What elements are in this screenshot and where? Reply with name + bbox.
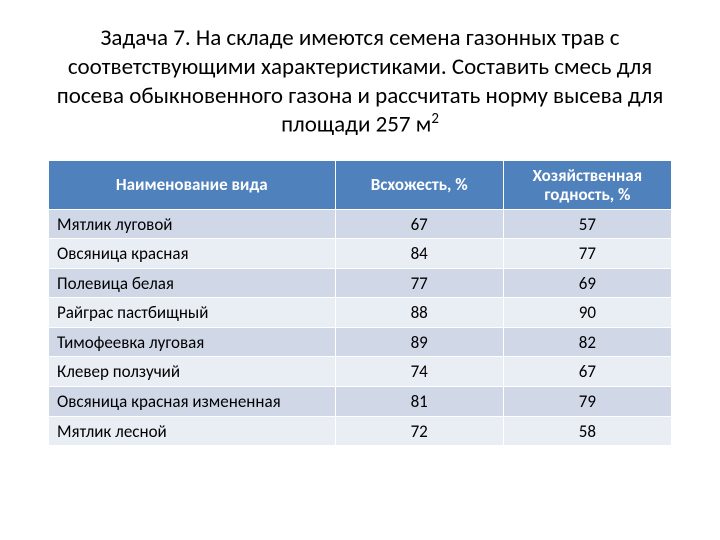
table-row: Овсяница красная 84 77: [49, 239, 672, 269]
table-row: Мятлик лесной 72 58: [49, 416, 672, 446]
cell-germ: 72: [335, 416, 503, 446]
cell-germ: 81: [335, 387, 503, 417]
table-row: Райграс пастбищный 88 90: [49, 298, 672, 328]
slide: Задача 7. На складе имеются семена газон…: [0, 0, 720, 540]
cell-fit: 77: [503, 239, 671, 269]
cell-fit: 58: [503, 416, 671, 446]
cell-name: Овсяница красная измененная: [49, 387, 336, 417]
table-row: Полевица белая 77 69: [49, 268, 672, 298]
cell-germ: 84: [335, 239, 503, 269]
col-header-fit: Хозяйственная годность, %: [503, 160, 671, 209]
table-row: Тимофеевка луговая 89 82: [49, 327, 672, 357]
cell-germ: 77: [335, 268, 503, 298]
cell-fit: 90: [503, 298, 671, 328]
cell-germ: 89: [335, 327, 503, 357]
cell-name: Мятлик луговой: [49, 209, 336, 239]
table-body: Мятлик луговой 67 57 Овсяница красная 84…: [49, 209, 672, 445]
table-row: Овсяница красная измененная 81 79: [49, 387, 672, 417]
col-header-name: Наименование вида: [49, 160, 336, 209]
title-text: Задача 7. На складе имеются семена газон…: [57, 24, 664, 139]
table-header-row: Наименование вида Всхожесть, % Хозяйстве…: [49, 160, 672, 209]
cell-name: Клевер ползучий: [49, 357, 336, 387]
cell-fit: 57: [503, 209, 671, 239]
title-sup: 2: [431, 110, 439, 128]
cell-name: Овсяница красная: [49, 239, 336, 269]
cell-name: Мятлик лесной: [49, 416, 336, 446]
cell-fit: 79: [503, 387, 671, 417]
cell-name: Райграс пастбищный: [49, 298, 336, 328]
cell-germ: 67: [335, 209, 503, 239]
cell-germ: 74: [335, 357, 503, 387]
cell-fit: 82: [503, 327, 671, 357]
cell-fit: 69: [503, 268, 671, 298]
col-header-germ: Всхожесть, %: [335, 160, 503, 209]
table-row: Мятлик луговой 67 57: [49, 209, 672, 239]
cell-name: Полевица белая: [49, 268, 336, 298]
cell-name: Тимофеевка луговая: [49, 327, 336, 357]
cell-fit: 67: [503, 357, 671, 387]
data-table: Наименование вида Всхожесть, % Хозяйстве…: [48, 160, 672, 446]
slide-title: Задача 7. На складе имеются семена газон…: [48, 24, 672, 140]
table-row: Клевер ползучий 74 67: [49, 357, 672, 387]
cell-germ: 88: [335, 298, 503, 328]
